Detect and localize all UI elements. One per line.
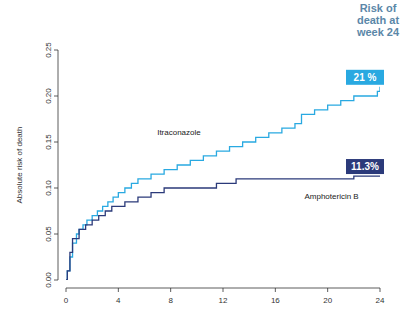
annotation-title: Risk ofdeath atweek 24 <box>356 2 400 38</box>
annotation-line: week 24 <box>356 26 400 38</box>
x-tick-label: 16 <box>271 296 280 305</box>
series-line <box>66 87 380 280</box>
y-tick <box>54 234 58 235</box>
y-tick <box>54 280 58 281</box>
y-tick <box>54 96 58 97</box>
y-tick <box>54 50 58 51</box>
y-tick-label: 0.15 <box>44 134 53 150</box>
y-axis-line <box>58 50 59 280</box>
series-label: Itraconazole <box>157 128 201 137</box>
x-tick-label: 0 <box>64 296 69 305</box>
x-tick-label: 24 <box>376 296 385 305</box>
series-group <box>66 87 380 280</box>
x-tick <box>66 288 67 292</box>
y-axis-title: Absolute risk of death <box>15 127 24 204</box>
y-tick-label: 0.20 <box>44 88 53 104</box>
annotation-box <box>346 159 384 174</box>
y-tick-label: 0.00 <box>44 272 53 288</box>
y-tick-label: 0.25 <box>44 42 53 58</box>
x-tick <box>170 288 171 292</box>
x-tick-label: 4 <box>116 296 121 305</box>
x-tick <box>327 288 328 292</box>
y-tick <box>54 142 58 143</box>
x-tick-label: 20 <box>323 296 332 305</box>
y-tick <box>54 188 58 189</box>
annotation-label: 11.3% <box>351 161 379 172</box>
y-tick-label: 0.05 <box>44 226 53 242</box>
annotation-line: Risk of <box>360 2 397 14</box>
series-line <box>66 176 380 280</box>
y-tick-label: 0.10 <box>44 180 53 196</box>
x-tick <box>380 288 381 292</box>
x-tick <box>275 288 276 292</box>
annotation-line: death at <box>357 14 400 26</box>
x-tick-label: 8 <box>168 296 173 305</box>
series-label: Amphotericin B <box>304 192 358 201</box>
chart: 0.00 0.05 0.10 0.15 0.20 0.25 Absolute risk of… <box>0 0 412 327</box>
x-tick <box>223 288 224 292</box>
annotation-label: 21 % <box>354 72 377 83</box>
annotation-box <box>346 70 384 85</box>
x-tick <box>118 288 119 292</box>
x-tick-label: 12 <box>219 296 228 305</box>
